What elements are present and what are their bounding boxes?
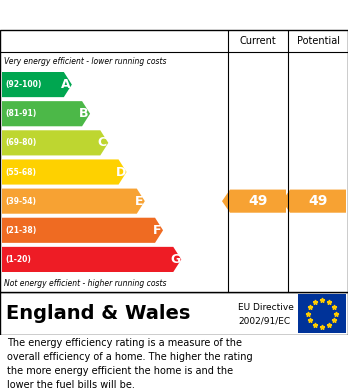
Text: E: E	[135, 195, 143, 208]
Text: England & Wales: England & Wales	[6, 304, 190, 323]
Text: EU Directive: EU Directive	[238, 303, 294, 312]
Text: (55-68): (55-68)	[5, 167, 36, 176]
Polygon shape	[2, 72, 72, 97]
Text: B: B	[79, 107, 89, 120]
Polygon shape	[2, 218, 163, 243]
Text: (69-80): (69-80)	[5, 138, 36, 147]
Text: F: F	[153, 224, 161, 237]
Polygon shape	[2, 188, 145, 214]
Polygon shape	[2, 130, 108, 156]
Text: 2002/91/EC: 2002/91/EC	[238, 317, 290, 326]
Text: Current: Current	[240, 36, 276, 46]
Polygon shape	[2, 160, 127, 185]
Text: C: C	[98, 136, 107, 149]
Text: The energy efficiency rating is a measure of the
overall efficiency of a home. T: The energy efficiency rating is a measur…	[7, 338, 253, 390]
Text: Not energy efficient - higher running costs: Not energy efficient - higher running co…	[4, 278, 166, 287]
Polygon shape	[282, 190, 346, 213]
Text: Potential: Potential	[296, 36, 340, 46]
Text: A: A	[61, 78, 71, 91]
Text: (1-20): (1-20)	[5, 255, 31, 264]
Text: Very energy efficient - lower running costs: Very energy efficient - lower running co…	[4, 57, 166, 66]
Text: 49: 49	[248, 194, 268, 208]
Text: G: G	[170, 253, 180, 266]
Bar	[298, 294, 346, 333]
Text: (81-91): (81-91)	[5, 109, 36, 118]
Text: (39-54): (39-54)	[5, 197, 36, 206]
Polygon shape	[2, 247, 181, 272]
Text: (92-100): (92-100)	[5, 80, 41, 89]
Text: Energy Efficiency Rating: Energy Efficiency Rating	[60, 6, 288, 24]
Polygon shape	[222, 190, 286, 213]
Text: (21-38): (21-38)	[5, 226, 36, 235]
Text: 49: 49	[308, 194, 328, 208]
Polygon shape	[2, 101, 90, 126]
Text: D: D	[116, 165, 126, 179]
